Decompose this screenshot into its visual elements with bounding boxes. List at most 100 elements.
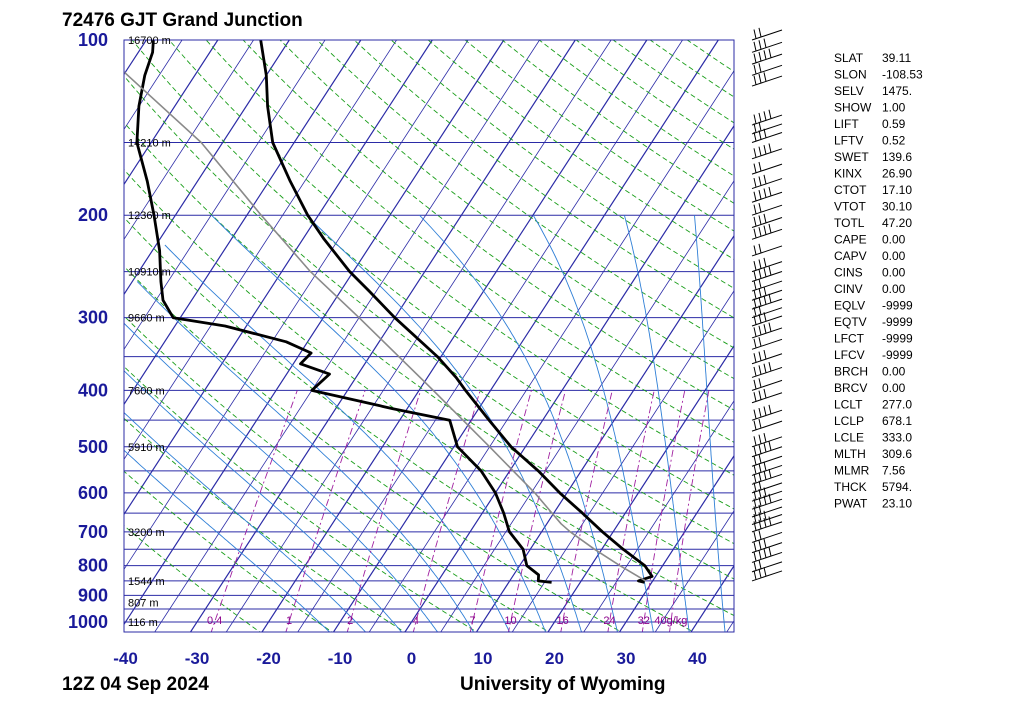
moist-adiabat — [124, 411, 367, 632]
wind-barb-feather — [758, 146, 762, 156]
index-value: -9999 — [882, 348, 913, 362]
index-key: CINV — [834, 282, 863, 296]
wind-barb-feather — [753, 473, 757, 483]
dry-adiabat — [353, 40, 734, 319]
index-key: MLTH — [834, 447, 866, 461]
dry-adiabat — [124, 75, 734, 545]
pressure-label: 600 — [78, 483, 108, 503]
height-label: 9660 m — [128, 313, 165, 325]
index-value: 23.10 — [882, 497, 912, 511]
wind-barb-staff — [751, 114, 783, 126]
wind-barb-staff — [751, 498, 783, 510]
wind-barb-feather — [763, 188, 767, 198]
wind-barb-feather — [758, 365, 762, 375]
wind-barb-feather — [753, 298, 757, 308]
wind-barb-feather — [758, 130, 762, 140]
wind-barb-feather — [753, 289, 757, 299]
temperature-tick-label: -40 — [113, 649, 138, 668]
pressure-label: 200 — [78, 205, 108, 225]
wind-barb-feather — [763, 72, 767, 82]
index-key: BRCH — [834, 365, 868, 379]
mixing-ratio-label: 2 — [347, 615, 353, 627]
wind-barb-feather — [753, 327, 757, 337]
isotherm-line — [124, 40, 254, 241]
isotherm-line — [124, 40, 397, 461]
mixing-ratio-line — [669, 390, 710, 632]
isotherm-line — [189, 40, 576, 632]
mixing-ratio-label: 32 — [638, 615, 650, 627]
wind-barb-feather — [763, 267, 767, 277]
data-source: University of Wyoming — [460, 674, 666, 695]
height-label: 807 m — [128, 597, 159, 609]
moist-adiabat — [124, 449, 331, 632]
wind-barb-feather — [758, 112, 762, 123]
pressure-label: 500 — [78, 437, 108, 457]
wind-barb-feather — [758, 161, 762, 172]
mixing-ratio-line — [507, 390, 566, 632]
wind-barb-staff — [751, 123, 783, 135]
index-value: 0.00 — [882, 365, 906, 379]
index-key: LCLT — [834, 398, 863, 412]
wind-barb — [751, 278, 783, 292]
wind-barb — [751, 202, 783, 216]
wind-barb — [751, 538, 783, 554]
mixing-ratio-label: 24 — [603, 615, 615, 627]
isotherm-line — [124, 40, 183, 131]
index-key: SLAT — [834, 51, 864, 65]
wind-barb-feather — [758, 463, 762, 473]
index-key: VTOT — [834, 200, 866, 214]
wind-barb-feather — [753, 216, 757, 227]
index-value: 0.00 — [882, 249, 906, 263]
wind-barb-feather — [753, 148, 757, 158]
wind-barb-feather — [758, 305, 762, 315]
wind-barb-feather — [753, 245, 757, 255]
mixing-ratio-label: 4 — [413, 615, 419, 627]
index-value: 0.52 — [882, 134, 906, 148]
wind-barb-feather — [753, 490, 757, 500]
moist-adiabat — [136, 281, 475, 632]
wind-barb-staff — [751, 542, 783, 554]
mixing-ratio-label: 1 — [286, 615, 292, 627]
index-key: KINX — [834, 167, 862, 181]
wind-barb-staff — [751, 289, 783, 301]
wind-barb-feather — [758, 434, 762, 444]
wind-barb-feather — [763, 128, 767, 138]
index-value: 333.0 — [882, 431, 912, 445]
wind-barb — [751, 305, 783, 319]
dry-adiabat — [575, 40, 734, 150]
wind-barb-feather — [763, 257, 767, 268]
wind-barb — [751, 547, 783, 563]
index-key: CAPV — [834, 249, 867, 263]
wind-barb — [751, 567, 783, 582]
wind-barb — [751, 487, 783, 502]
wind-barb-feather — [753, 163, 757, 173]
index-value: 26.90 — [882, 167, 912, 181]
isotherm-line — [124, 40, 362, 406]
wind-barb-feather — [763, 286, 767, 296]
moist-adiabat — [623, 215, 690, 632]
index-value: 277.0 — [882, 398, 912, 412]
index-value: 5794. — [882, 480, 912, 494]
wind-barb-feather — [753, 29, 757, 39]
wind-barb-feather — [753, 177, 757, 188]
wind-barb — [751, 174, 783, 190]
temperature-tick-label: -20 — [256, 649, 281, 668]
wind-barb — [751, 143, 783, 160]
wind-barb-feather — [768, 547, 772, 557]
moist-adiabat — [211, 214, 547, 632]
wind-barb-staff — [751, 379, 783, 391]
temperature-tick-label: -10 — [328, 649, 353, 668]
wind-barb-staff — [751, 298, 783, 310]
wind-barb — [751, 461, 783, 476]
wind-barb — [751, 530, 783, 543]
wind-barb-feather — [753, 315, 757, 325]
wind-barb-feather — [763, 38, 767, 48]
wind-barb — [751, 493, 783, 510]
height-label: 3200 m — [128, 527, 165, 539]
index-value: -9999 — [882, 299, 913, 313]
wind-barb-staff — [751, 473, 783, 485]
index-key: CINS — [834, 266, 863, 280]
wind-barb-staff — [751, 436, 783, 448]
isotherm-line — [583, 400, 734, 632]
index-key: PWAT — [834, 497, 868, 511]
